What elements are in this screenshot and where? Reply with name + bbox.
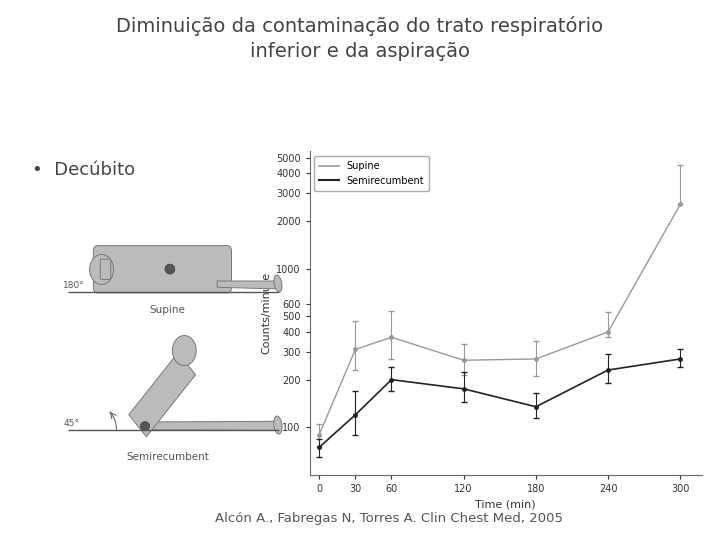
X-axis label: Time (min): Time (min)	[475, 500, 536, 510]
Ellipse shape	[274, 416, 282, 434]
Text: 180°: 180°	[63, 281, 85, 291]
Ellipse shape	[274, 275, 282, 292]
Legend: Supine, Semirecumbent: Supine, Semirecumbent	[315, 156, 429, 191]
Polygon shape	[143, 421, 279, 430]
Ellipse shape	[165, 264, 175, 274]
Text: 45°: 45°	[63, 419, 79, 428]
Circle shape	[172, 335, 197, 366]
Ellipse shape	[140, 422, 150, 430]
Polygon shape	[129, 353, 196, 437]
Polygon shape	[217, 281, 279, 289]
FancyBboxPatch shape	[94, 246, 232, 293]
Text: Alcón A., Fabregas N, Torres A. Clin Chest Med, 2005: Alcón A., Fabregas N, Torres A. Clin Che…	[215, 512, 563, 525]
Text: Semirecumbent: Semirecumbent	[126, 451, 209, 462]
Y-axis label: Counts/minute: Counts/minute	[262, 272, 271, 354]
Circle shape	[90, 254, 114, 285]
Text: Supine: Supine	[150, 305, 185, 314]
FancyBboxPatch shape	[100, 259, 111, 280]
Text: Diminuição da contaminação do trato respiratório
inferior e da aspiração: Diminuição da contaminação do trato resp…	[117, 16, 603, 61]
Text: •  Decúbito: • Decúbito	[32, 161, 135, 179]
